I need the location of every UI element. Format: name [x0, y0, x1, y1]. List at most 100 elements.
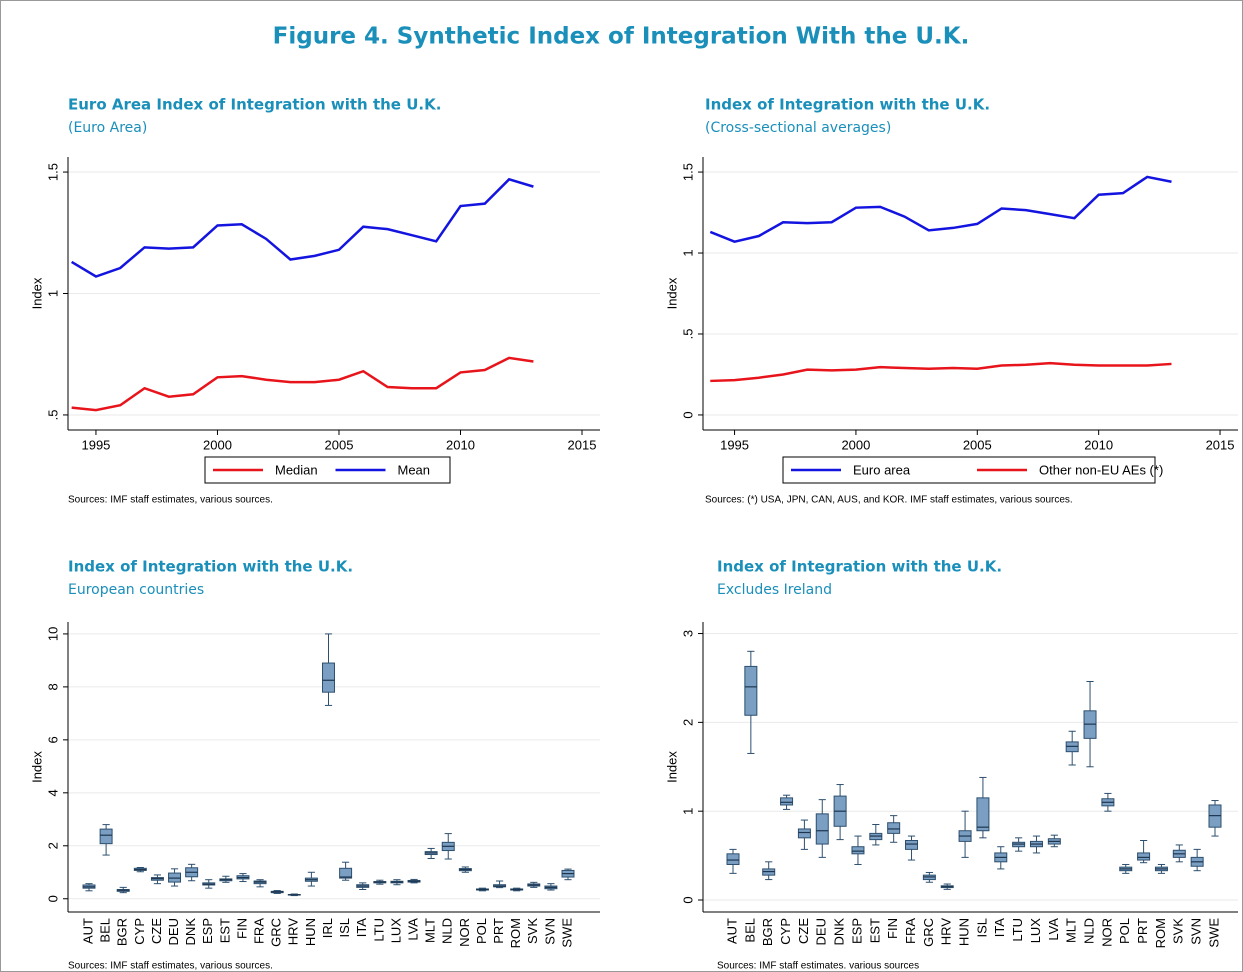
- box: [1137, 852, 1151, 861]
- y-tick-label: 8: [45, 683, 60, 690]
- source-note: Sources: IMF staff estimates. various so…: [717, 961, 919, 972]
- x-tick-label: CZE: [149, 918, 164, 944]
- x-tick-label: MLT: [1064, 918, 1079, 943]
- x-tick-label: LUX: [388, 918, 403, 944]
- legend-label: Euro area: [853, 462, 911, 477]
- legend-label: Other non-EU AEs (*): [1039, 462, 1163, 477]
- x-tick-label: ESP: [200, 918, 215, 944]
- box: [780, 797, 794, 806]
- x-tick-label: IRL: [320, 918, 335, 938]
- x-tick-label: SVN: [1189, 918, 1204, 945]
- x-tick-label: PRT: [1135, 918, 1150, 944]
- legend-label: Mean: [398, 462, 431, 477]
- x-tick-label: SVK: [525, 918, 540, 944]
- x-tick-label: ITA: [354, 918, 369, 938]
- x-tick-label: EST: [867, 918, 882, 943]
- y-tick-label: .5: [45, 410, 60, 421]
- x-tick-label: 2000: [841, 437, 870, 452]
- chart-subtitle: European countries: [68, 582, 204, 598]
- box: [726, 853, 740, 865]
- x-tick-label: 1995: [81, 437, 110, 452]
- x-tick-label: LVA: [405, 918, 420, 941]
- x-tick-label: 2010: [446, 437, 475, 452]
- y-axis-label: Index: [29, 277, 44, 309]
- x-tick-label: DEU: [166, 918, 181, 945]
- x-tick-label: GRC: [921, 918, 936, 947]
- x-tick-label: CYP: [132, 918, 147, 945]
- x-tick-label: 2015: [1206, 437, 1235, 452]
- box: [322, 662, 335, 693]
- box: [744, 665, 758, 716]
- series-line: [710, 361, 1172, 383]
- y-tick-label: 1: [45, 290, 60, 297]
- x-tick-label: 2005: [963, 437, 992, 452]
- chart-subtitle: (Euro Area): [68, 120, 147, 136]
- x-tick-label: HUN: [957, 918, 972, 946]
- x-tick-label: FRA: [903, 918, 918, 944]
- x-tick-label: ESP: [849, 918, 864, 944]
- x-tick-label: DNK: [183, 918, 198, 946]
- x-tick-label: HRV: [286, 918, 301, 946]
- x-tick-label: SWE: [1206, 918, 1221, 948]
- x-tick-label: ITA: [992, 918, 1007, 938]
- box: [815, 813, 829, 845]
- box: [99, 828, 113, 845]
- y-tick-label: 6: [45, 736, 60, 743]
- legend-label: Median: [275, 462, 318, 477]
- x-tick-label: FIN: [234, 918, 249, 939]
- x-tick-label: 2015: [568, 437, 597, 452]
- x-tick-label: 2010: [1084, 437, 1113, 452]
- y-tick-label: .5: [680, 329, 695, 340]
- y-axis-label: Index: [29, 751, 44, 783]
- x-tick-label: GRC: [269, 918, 284, 947]
- x-tick-label: SWE: [559, 918, 574, 948]
- source-note: Sources: IMF staff estimates, various so…: [68, 495, 273, 506]
- x-tick-label: AUT: [724, 918, 739, 944]
- x-tick-label: LVA: [1046, 918, 1061, 941]
- y-tick-label: 2: [680, 719, 695, 726]
- x-tick-label: NLD: [440, 918, 455, 944]
- series-line: [71, 356, 534, 412]
- y-tick-label: 1.5: [45, 163, 60, 181]
- x-tick-label: ISL: [337, 918, 352, 938]
- y-tick-label: 2: [45, 842, 60, 849]
- y-tick-label: 4: [45, 789, 60, 796]
- x-tick-label: SVK: [1171, 918, 1186, 944]
- box: [887, 822, 901, 834]
- x-tick-label: LTU: [1010, 918, 1025, 942]
- x-tick-label: BEL: [98, 918, 113, 943]
- y-tick-label: 10: [45, 627, 60, 641]
- x-tick-label: DEU: [814, 918, 829, 945]
- x-tick-label: SVN: [542, 918, 557, 945]
- x-tick-label: NOR: [1099, 918, 1114, 947]
- x-tick-label: 2005: [325, 437, 354, 452]
- x-tick-label: MLT: [423, 918, 438, 943]
- series-line: [709, 175, 1172, 243]
- y-tick-label: 0: [45, 895, 60, 902]
- legend-box: [782, 456, 1156, 484]
- box: [851, 846, 865, 855]
- x-tick-label: FRA: [252, 918, 267, 944]
- y-tick-label: 3: [680, 630, 695, 637]
- x-tick-label: EST: [217, 918, 232, 943]
- x-tick-label: NOR: [457, 918, 472, 947]
- x-tick-label: BGR: [115, 918, 130, 946]
- x-tick-label: POL: [1117, 918, 1132, 944]
- x-tick-label: NLD: [1081, 918, 1096, 944]
- chart-title: Index of Integration with the U.K.: [705, 96, 990, 114]
- x-tick-label: AUT: [80, 918, 95, 944]
- chart-subtitle: (Cross-sectional averages): [705, 120, 891, 136]
- x-tick-label: 1995: [720, 437, 749, 452]
- box: [976, 797, 990, 832]
- y-tick-label: 0: [680, 896, 695, 903]
- x-tick-label: BEL: [742, 918, 757, 943]
- x-tick-label: LTU: [371, 918, 386, 942]
- y-tick-label: 1.5: [680, 163, 695, 181]
- x-tick-label: 2000: [203, 437, 232, 452]
- chart-title: Euro Area Index of Integration with the …: [68, 96, 441, 114]
- chart-subtitle: Excludes Ireland: [717, 582, 832, 598]
- figure-title: Figure 4. Synthetic Index of Integration…: [273, 24, 970, 50]
- y-axis-label: Index: [664, 751, 679, 783]
